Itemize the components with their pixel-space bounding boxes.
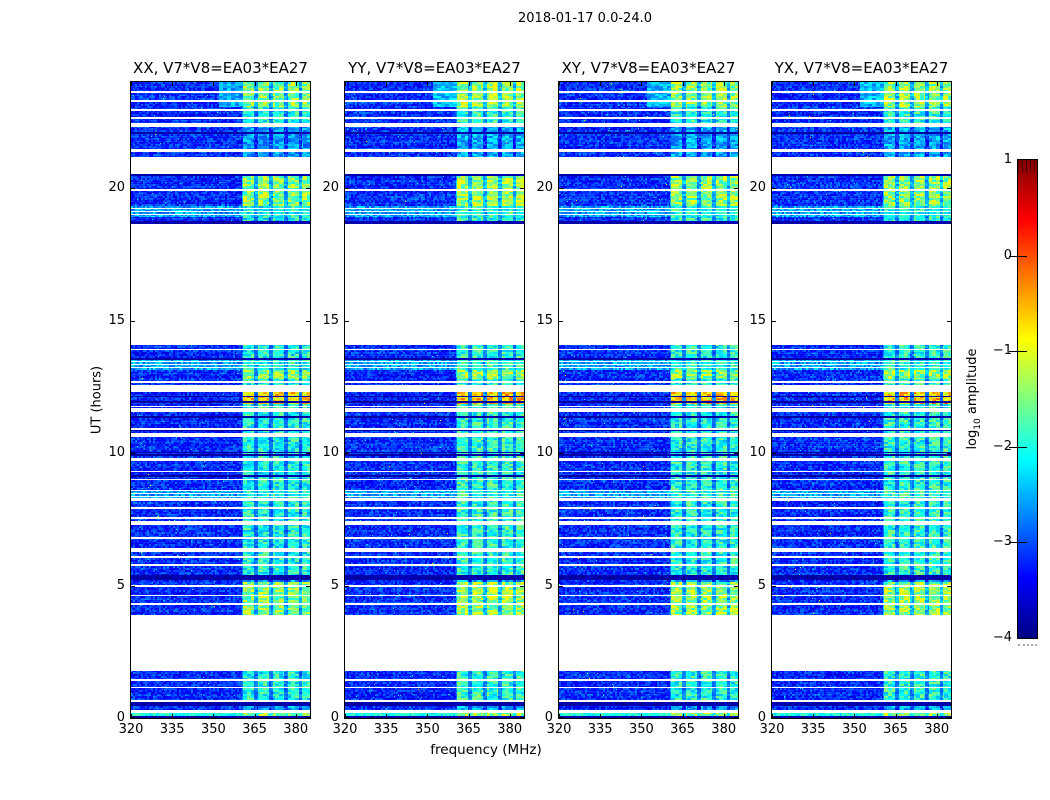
- colorbar-tick-mark: [1018, 446, 1027, 448]
- x-tick-label: 335: [587, 722, 613, 737]
- y-tick-label: 15: [108, 312, 125, 328]
- y-tick-label: 5: [544, 577, 553, 593]
- x-tick-label: 365: [456, 722, 481, 737]
- colorbar-hatch: [1018, 160, 1037, 173]
- x-tick-label: 320: [118, 722, 144, 737]
- y-tick-label: 15: [322, 312, 339, 328]
- panel-xx: [130, 81, 311, 719]
- x-tick-label: 380: [283, 722, 309, 737]
- colorbar-tick-label: 1: [1003, 152, 1012, 167]
- y-tick-label: 10: [108, 445, 125, 460]
- y-tick-label: 0: [544, 710, 553, 725]
- y-tick-label: 15: [749, 312, 766, 328]
- colorbar-tick-label: −3: [992, 534, 1012, 550]
- y-tick-label: 0: [330, 710, 339, 725]
- x-tick-label: 365: [883, 722, 908, 737]
- colorbar-tick-mark: [1018, 351, 1027, 353]
- colorbar-tick-mark: [1009, 255, 1017, 257]
- y-tick-label: 5: [330, 577, 339, 593]
- y-tick-label: 5: [116, 577, 125, 593]
- x-tick-label: 350: [841, 722, 867, 737]
- y-tick-label: 10: [322, 445, 339, 460]
- x-tick-label: 320: [332, 722, 358, 737]
- x-tick-label: 365: [242, 722, 267, 737]
- colorbar-tick-mark: [1009, 446, 1017, 448]
- x-axis-label: frequency (MHz): [430, 742, 542, 758]
- x-tick-label: 350: [414, 722, 440, 737]
- y-axis-label: UT (hours): [89, 365, 105, 435]
- y-tick-label: 5: [757, 577, 766, 593]
- y-tick-label: 10: [749, 445, 766, 460]
- y-tick-label: 10: [536, 445, 553, 460]
- colorbar-tick-label: −2: [992, 438, 1012, 454]
- colorbar-tick-label: 0: [1003, 247, 1012, 263]
- colorbar-tick-mark: [1009, 542, 1017, 544]
- x-tick-label: 320: [759, 722, 785, 737]
- panel-title-yy: YY, V7*V8=EA03*EA27: [348, 59, 521, 77]
- colorbar-extend-dots: [1018, 644, 1037, 646]
- colorbar-tick-label: −1: [992, 343, 1012, 359]
- panel-title-xy: XY, V7*V8=EA03*EA27: [561, 59, 736, 77]
- x-tick-label: 380: [497, 722, 523, 737]
- colorbar-tick-mark: [1009, 351, 1017, 353]
- colorbar-label: log10 amplitude: [965, 348, 983, 450]
- colorbar: [1017, 159, 1038, 639]
- colorbar-gradient: [1018, 160, 1037, 638]
- x-tick-label: 350: [200, 722, 226, 737]
- x-tick-label: 335: [373, 722, 399, 737]
- x-tick-label: 320: [546, 722, 572, 737]
- spectrogram-canvas-xy: [559, 82, 738, 718]
- panel-yy: [344, 81, 525, 719]
- colorbar-tick-mark: [1018, 255, 1027, 257]
- y-tick-label: 20: [749, 180, 766, 195]
- y-tick-label: 0: [757, 710, 766, 725]
- spectrogram-canvas-yx: [772, 82, 951, 718]
- y-tick-label: 20: [536, 180, 553, 195]
- y-tick-label: 0: [116, 710, 125, 725]
- spectrogram-canvas-xx: [131, 82, 310, 718]
- x-tick-label: 380: [924, 722, 950, 737]
- x-tick-label: 335: [159, 722, 185, 737]
- x-tick-label: 350: [628, 722, 654, 737]
- x-tick-label: 365: [670, 722, 695, 737]
- panel-title-yx: YX, V7*V8=EA03*EA27: [774, 59, 949, 77]
- panel-xy: [558, 81, 739, 719]
- figure-title: 2018-01-17 0.0-24.0: [518, 11, 652, 26]
- x-tick-label: 335: [800, 722, 826, 737]
- panel-title-xx: XX, V7*V8=EA03*EA27: [133, 59, 308, 77]
- panel-yx: [771, 81, 952, 719]
- spectrogram-canvas-yy: [345, 82, 524, 718]
- x-tick-label: 380: [711, 722, 737, 737]
- y-tick-label: 20: [108, 180, 125, 195]
- y-tick-label: 20: [322, 180, 339, 195]
- colorbar-tick-label: −4: [992, 630, 1012, 645]
- colorbar-tick-mark: [1018, 542, 1027, 544]
- y-tick-label: 15: [536, 312, 553, 328]
